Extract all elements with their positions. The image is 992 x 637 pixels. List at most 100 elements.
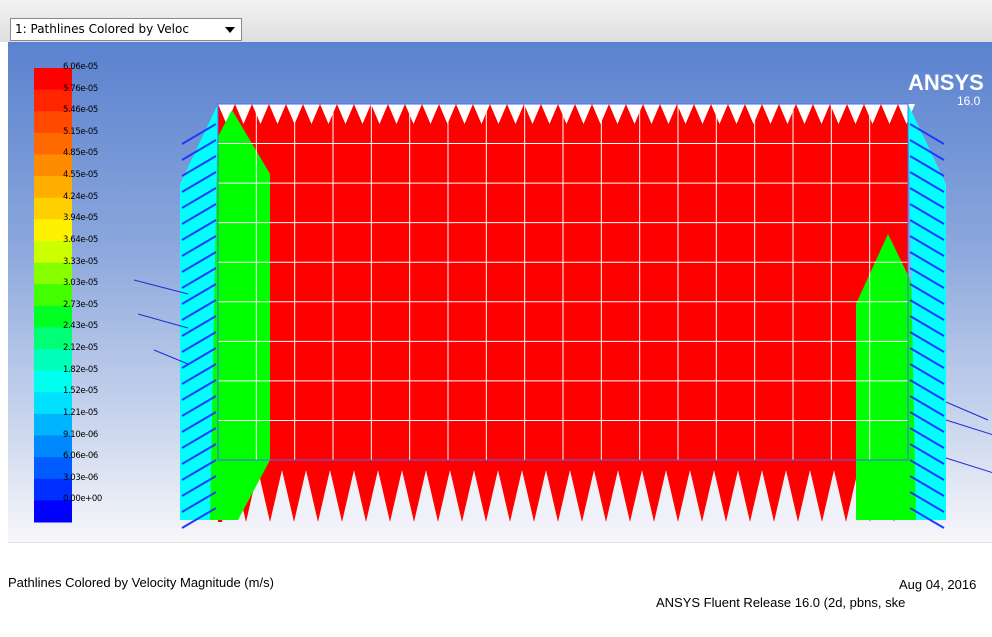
colorbar-swatch <box>34 219 72 242</box>
colorbar-swatch <box>34 262 72 285</box>
colorbar-swatch <box>34 284 72 307</box>
pathline-gap <box>694 104 711 124</box>
wall-stripe <box>909 491 945 513</box>
pathline-gap <box>390 470 414 522</box>
pathline-gap <box>660 104 677 124</box>
colorbar-tick-label: 3.03e-05 <box>63 278 98 289</box>
wall-stripe <box>181 475 217 497</box>
pathline-gap <box>813 104 830 124</box>
pathline-gap <box>366 470 390 522</box>
wall-stripe <box>181 139 217 161</box>
colorbar-swatch <box>34 68 72 91</box>
wall-stripe <box>909 443 945 465</box>
pathline-gap <box>898 104 915 124</box>
pathline-gap <box>534 470 558 522</box>
colorbar-swatch <box>34 132 72 155</box>
pathline-gap <box>711 104 728 124</box>
wall-stripe <box>909 475 945 497</box>
colorbar-tick-label: 5.46e-05 <box>63 105 98 116</box>
colorbar-tick-label: 4.85e-05 <box>63 148 98 159</box>
pathline-gap <box>626 104 643 124</box>
colorbar-swatch <box>34 154 72 177</box>
wall-stripe <box>181 379 217 401</box>
wall-stripe <box>181 491 217 513</box>
wall-stripe <box>181 299 217 321</box>
pathline-gap <box>606 470 630 522</box>
pathline-strand <box>153 349 189 365</box>
graphics-toolbar: 1: Pathlines Colored by Veloc <box>0 0 992 42</box>
wall-stripe <box>181 411 217 433</box>
colorbar-tick-label: 2.12e-05 <box>63 343 98 354</box>
pathline-gap <box>318 470 342 522</box>
pathline-gap <box>630 470 654 522</box>
colorbar-swatch <box>34 327 72 350</box>
pathline-strand <box>945 457 992 474</box>
colorbar-tick-label: 1.82e-05 <box>63 364 98 375</box>
pathline-gap <box>762 104 779 124</box>
wall-stripe <box>181 315 217 337</box>
pathline-gap <box>728 104 745 124</box>
wall-stripe <box>909 283 945 305</box>
pathline-strand <box>945 419 992 436</box>
wall-stripe <box>181 363 217 385</box>
wall-stripe <box>909 363 945 385</box>
pathline-gap <box>388 104 405 124</box>
colorbar-tick-label: 3.33e-05 <box>63 256 98 267</box>
wall-stripe <box>909 379 945 401</box>
colorbar-tick-label: 2.73e-05 <box>63 299 98 310</box>
pathline-gap <box>235 104 252 124</box>
colorbar-swatch <box>34 111 72 134</box>
wall-stripe <box>181 459 217 481</box>
wall-stripe <box>909 139 945 161</box>
graphics-viewport[interactable]: 6.06e-05 5.76e-05 5.46e-05 5.15e-05 4.85e-05… <box>8 42 992 542</box>
pathline-gap <box>592 104 609 124</box>
colorbar-tick-label: 6.06e-06 <box>63 451 98 462</box>
colorbar-swatch <box>34 500 72 523</box>
pathline-strand <box>137 313 189 329</box>
pathline-gap <box>270 470 294 522</box>
pathline-gap <box>726 470 750 522</box>
wall-stripe <box>181 155 217 177</box>
colorbar-tick-label: 1.52e-05 <box>63 386 98 397</box>
wall-stripe <box>909 507 945 529</box>
pathline-gap <box>342 470 366 522</box>
colorbar-swatch <box>34 413 72 437</box>
pathline-gap <box>864 104 881 124</box>
chevron-down-icon[interactable] <box>225 27 235 33</box>
pathline-gap <box>702 470 726 522</box>
pathline-gap <box>541 104 558 124</box>
wall-stripe <box>181 123 217 145</box>
pathline-gap <box>438 470 462 522</box>
pathline-gap <box>677 104 694 124</box>
colorbar-swatch <box>34 240 72 264</box>
colorbar-swatch <box>34 349 72 372</box>
wall-stripe <box>909 315 945 337</box>
graphics-window-select[interactable]: 1: Pathlines Colored by Veloc <box>10 18 242 41</box>
colorbar-tick-label: 5.15e-05 <box>63 126 98 137</box>
pathline-gap <box>582 470 606 522</box>
pathline-gap <box>422 104 439 124</box>
pathline-gap <box>779 104 796 124</box>
pathline-gap <box>847 104 864 124</box>
pathline-gap <box>558 104 575 124</box>
pathline-gap <box>294 470 318 522</box>
colorbar-swatch <box>34 457 72 480</box>
pathline-gap <box>218 104 235 124</box>
wall-stripe <box>909 395 945 417</box>
wall-stripe <box>909 251 945 273</box>
wall-stripe <box>909 123 945 145</box>
wall-stripe <box>909 411 945 433</box>
ansys-logo: ANSYS <box>908 70 984 95</box>
colorbar-tick-label: 6.06e-05 <box>63 62 98 72</box>
wall-stripe <box>909 171 945 193</box>
pathline-gap <box>609 104 626 124</box>
wall-stripe <box>181 267 217 289</box>
ansys-version: 16.0 <box>957 94 981 108</box>
pathline-gap <box>524 104 541 124</box>
colorbar-swatch <box>34 176 72 199</box>
caption-panel: Pathlines Colored by Velocity Magnitude … <box>8 542 992 637</box>
colorbar-tick-label: 3.64e-05 <box>63 234 98 245</box>
wall-stripe <box>181 235 217 257</box>
wall-stripe <box>909 459 945 481</box>
wall-stripe <box>181 443 217 465</box>
